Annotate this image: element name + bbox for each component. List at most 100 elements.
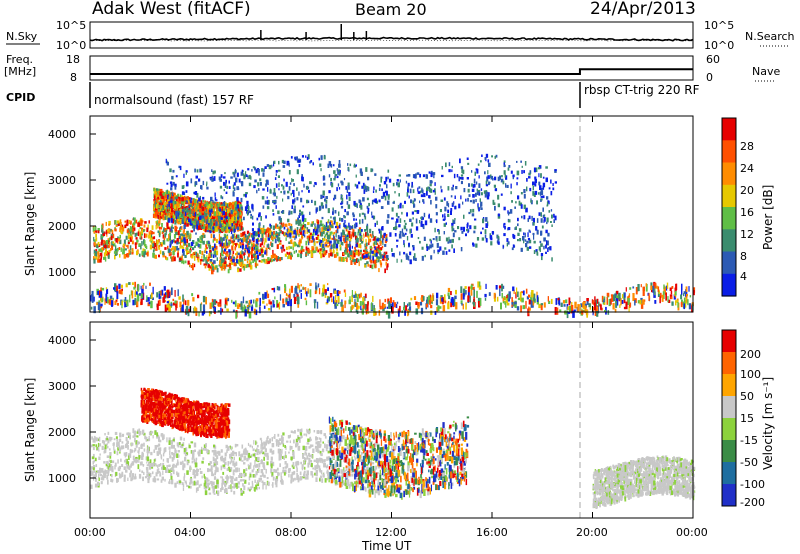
heatmap-cell bbox=[96, 302, 99, 305]
heatmap-cell bbox=[419, 173, 421, 178]
heatmap-cell bbox=[222, 214, 225, 220]
nsky-panel: N.Sky 10^5 10^0 10^5 10^0 N.Search bbox=[6, 19, 795, 52]
heatmap-cell bbox=[339, 172, 341, 176]
heatmap-cell bbox=[312, 250, 315, 254]
heatmap-cell bbox=[94, 239, 96, 245]
heatmap-cell bbox=[258, 171, 260, 176]
heatmap-cell bbox=[184, 300, 187, 306]
heatmap-cell bbox=[101, 287, 105, 291]
heatmap-cell bbox=[225, 235, 227, 240]
heatmap-cell bbox=[101, 224, 103, 230]
heatmap-cell bbox=[374, 222, 376, 227]
heatmap-cell bbox=[325, 196, 328, 199]
heatmap-cell bbox=[356, 184, 359, 189]
heatmap-cell bbox=[254, 246, 257, 251]
heatmap-cell bbox=[233, 187, 236, 191]
heatmap-cell bbox=[168, 305, 171, 313]
heatmap-cell bbox=[279, 225, 282, 230]
heatmap-cell bbox=[490, 175, 493, 180]
heatmap-cell bbox=[261, 233, 264, 238]
heatmap-cell bbox=[248, 234, 250, 239]
heatmap-cell bbox=[343, 178, 346, 181]
heatmap-cell bbox=[327, 219, 330, 224]
heatmap-cell bbox=[245, 171, 247, 176]
heatmap-cell bbox=[190, 233, 192, 238]
heatmap-cell bbox=[373, 244, 376, 248]
heatmap-cell bbox=[287, 218, 290, 223]
heatmap-cell bbox=[205, 227, 207, 233]
heatmap-cell bbox=[213, 250, 215, 256]
heatmap-cell bbox=[289, 246, 293, 249]
heatmap-cell bbox=[428, 171, 431, 174]
heatmap-cell bbox=[251, 244, 253, 249]
heatmap-cell bbox=[315, 237, 318, 240]
heatmap-cell bbox=[523, 204, 526, 210]
heatmap-cell bbox=[231, 214, 233, 218]
heatmap-cell bbox=[228, 256, 231, 260]
heatmap-cell bbox=[169, 181, 173, 184]
heatmap-cell bbox=[460, 286, 463, 293]
heatmap-cell bbox=[415, 226, 419, 231]
heatmap-cell bbox=[351, 225, 354, 229]
heatmap-cell bbox=[295, 233, 297, 238]
heatmap-cell bbox=[443, 197, 446, 201]
heatmap-cell bbox=[258, 212, 261, 217]
heatmap-cell bbox=[136, 293, 140, 302]
heatmap-cell bbox=[203, 234, 206, 238]
heatmap-cell bbox=[675, 283, 677, 292]
heatmap-cell bbox=[493, 292, 496, 299]
heatmap-cell bbox=[119, 219, 122, 223]
heatmap-cell bbox=[272, 225, 275, 231]
heatmap-cell bbox=[430, 172, 433, 178]
heatmap-cell bbox=[592, 307, 594, 314]
heatmap-cell bbox=[282, 165, 286, 168]
heatmap-cell bbox=[191, 220, 194, 225]
heatmap-cell bbox=[336, 239, 340, 244]
heatmap-cell bbox=[355, 174, 357, 178]
heatmap-cell bbox=[180, 194, 182, 198]
heatmap-cell bbox=[489, 235, 493, 240]
heatmap-cell bbox=[316, 221, 318, 224]
heatmap-cell bbox=[238, 258, 241, 262]
heatmap-cell bbox=[373, 309, 376, 313]
heatmap-cell bbox=[389, 303, 392, 308]
heatmap-cell bbox=[325, 222, 328, 227]
heatmap-cell bbox=[157, 230, 160, 233]
heatmap-cell bbox=[318, 239, 321, 243]
heatmap-cell bbox=[160, 200, 162, 205]
heatmap-cell bbox=[251, 246, 253, 251]
heatmap-cell bbox=[180, 211, 184, 217]
heatmap-cell bbox=[337, 183, 340, 187]
cpid-segment-2: rbsp CT-trig 220 RF bbox=[584, 83, 700, 97]
heatmap-cell bbox=[487, 192, 490, 197]
heatmap-cell bbox=[447, 203, 450, 208]
heatmap-cell bbox=[231, 299, 233, 303]
heatmap-cell bbox=[387, 176, 389, 180]
heatmap-cell bbox=[529, 239, 532, 244]
heatmap-cell bbox=[369, 255, 372, 260]
heatmap-cell bbox=[335, 300, 338, 304]
heatmap-cell bbox=[166, 301, 169, 304]
heatmap-cell bbox=[330, 220, 333, 223]
heatmap-cell bbox=[239, 303, 241, 307]
heatmap-cell bbox=[565, 299, 568, 304]
heatmap-cell bbox=[323, 176, 326, 181]
heatmap-cell bbox=[367, 253, 370, 257]
heatmap-cell bbox=[109, 295, 113, 300]
heatmap-cell bbox=[348, 196, 351, 201]
heatmap-cell bbox=[271, 288, 274, 291]
heatmap-cell bbox=[128, 220, 131, 224]
heatmap-cell bbox=[293, 250, 296, 254]
heatmap-cell bbox=[385, 238, 388, 242]
heatmap-cell bbox=[346, 235, 349, 237]
heatmap-cell bbox=[412, 245, 415, 248]
heatmap-cell bbox=[397, 204, 399, 209]
heatmap-cell bbox=[642, 289, 645, 296]
heatmap-cell bbox=[274, 225, 277, 229]
heatmap-cell bbox=[366, 205, 369, 209]
heatmap-cell bbox=[152, 213, 156, 218]
heatmap-cell bbox=[142, 241, 145, 245]
heatmap-cell bbox=[219, 242, 222, 247]
heatmap-cell bbox=[574, 301, 577, 309]
heatmap-cell bbox=[540, 230, 543, 236]
